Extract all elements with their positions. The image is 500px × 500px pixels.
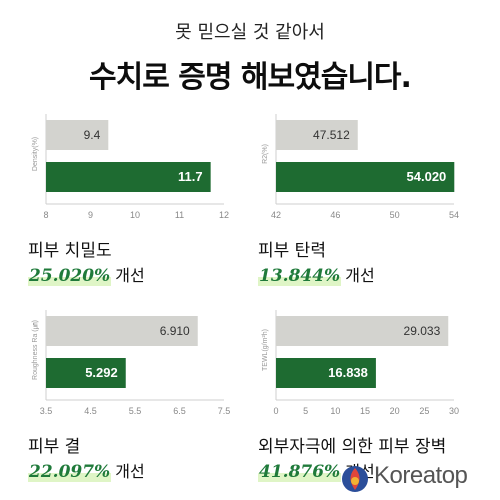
- y-axis-label: R2(%): [262, 144, 269, 164]
- x-tick-label: 7.5: [218, 406, 231, 416]
- data-label-after: 54.020: [407, 169, 447, 184]
- koreatop-logo-icon: [342, 466, 368, 492]
- metric-label: 피부 치밀도: [28, 241, 112, 261]
- chart-elasticity: R2(%) 42 46 50 54 47.512 54.020: [262, 114, 459, 220]
- page-title: 수치로 증명 해보였습니다.: [89, 60, 412, 95]
- chart-panel-tewl: TEWL(g/m²h) 0 5 10 15 20 25 30 29.033 16.838 외부자극…: [258, 308, 478, 498]
- improvement-line: 13.844% 개선: [258, 262, 375, 286]
- bar-after: [46, 358, 126, 388]
- x-tick-label: 54: [449, 210, 459, 220]
- x-tick-label: 46: [330, 210, 340, 220]
- x-tick-label: 42: [271, 210, 281, 220]
- bar-before: [276, 316, 449, 346]
- x-tick-label: 5: [303, 406, 308, 416]
- chart-panel-elasticity: R2(%) 42 46 50 54 47.512 54.020 피부 탄력 13.844% 개…: [258, 112, 478, 302]
- x-tick-label: 10: [130, 210, 140, 220]
- chart-panel-roughness: Roughness Ra (㎛) 3.5 4.5 5.5 6.5 7.5 6.910 5.29…: [28, 308, 248, 498]
- bar-after: [46, 162, 211, 192]
- improvement-line: 25.020% 개선: [28, 262, 145, 286]
- data-label-after: 16.838: [328, 365, 368, 380]
- y-axis-label: Density(%): [32, 137, 39, 171]
- data-label-before: 29.033: [404, 324, 441, 338]
- improvement-percent: 41.876%: [258, 462, 342, 482]
- bar-before: [276, 120, 358, 150]
- x-tick-label: 20: [390, 406, 400, 416]
- x-tick-label: 8: [43, 210, 48, 220]
- y-axis-label: TEWL(g/m²h): [262, 329, 269, 371]
- watermark: Koreatop: [340, 462, 500, 494]
- chart-roughness: Roughness Ra (㎛) 3.5 4.5 5.5 6.5 7.5 6.910 5.29…: [32, 310, 231, 416]
- chart-tewl: TEWL(g/m²h) 0 5 10 15 20 25 30 29.033 16.838: [262, 310, 459, 416]
- watermark-text: Koreatop: [374, 462, 468, 489]
- x-tick-label: 25: [419, 406, 429, 416]
- metric-label: 피부 결: [28, 437, 81, 457]
- x-tick-label: 0: [273, 406, 278, 416]
- x-tick-label: 5.5: [129, 406, 142, 416]
- improvement-suffix: 개선: [115, 462, 145, 481]
- x-tick-label: 12: [219, 210, 229, 220]
- y-axis-label: Roughness Ra (㎛): [32, 320, 40, 380]
- x-tick-label: 10: [330, 406, 340, 416]
- data-label-after: 5.292: [85, 365, 118, 380]
- x-tick-label: 3.5: [40, 406, 53, 416]
- improvement-line: 41.876%개선: [258, 458, 375, 482]
- x-tick-label: 11: [175, 210, 184, 220]
- bar-before: [46, 120, 109, 150]
- metric-label: 피부 탄력: [258, 241, 326, 261]
- x-tick-label: 30: [449, 406, 459, 416]
- chart-panel-density: Density(%) 8 9 10 11 12 9.4 11.7 피부 치밀도 25.020%…: [28, 112, 248, 302]
- improvement-percent: 25.020%: [28, 266, 112, 286]
- x-tick-label: 9: [88, 210, 93, 220]
- data-label-before: 6.910: [160, 324, 190, 338]
- improvement-suffix: 개선: [345, 266, 375, 285]
- bar-after: [276, 358, 376, 388]
- improvement-suffix: 개선: [115, 266, 145, 285]
- x-tick-label: 6.5: [173, 406, 186, 416]
- data-label-before: 47.512: [313, 128, 350, 142]
- chart-density: Density(%) 8 9 10 11 12 9.4 11.7: [32, 114, 229, 220]
- x-tick-label: 15: [360, 406, 370, 416]
- x-tick-label: 4.5: [84, 406, 97, 416]
- improvement-line: 22.097% 개선: [28, 458, 145, 482]
- x-tick-label: 50: [390, 210, 400, 220]
- bar-after: [276, 162, 455, 192]
- data-label-after: 11.7: [178, 169, 203, 184]
- metric-label: 외부자극에 의한 피부 장벽: [258, 437, 447, 457]
- page-subtitle: 못 믿으실 것 같아서: [175, 22, 325, 43]
- data-label-before: 9.4: [84, 128, 101, 142]
- improvement-percent: 22.097%: [28, 462, 112, 482]
- improvement-percent: 13.844%: [258, 266, 342, 286]
- bar-before: [46, 316, 198, 346]
